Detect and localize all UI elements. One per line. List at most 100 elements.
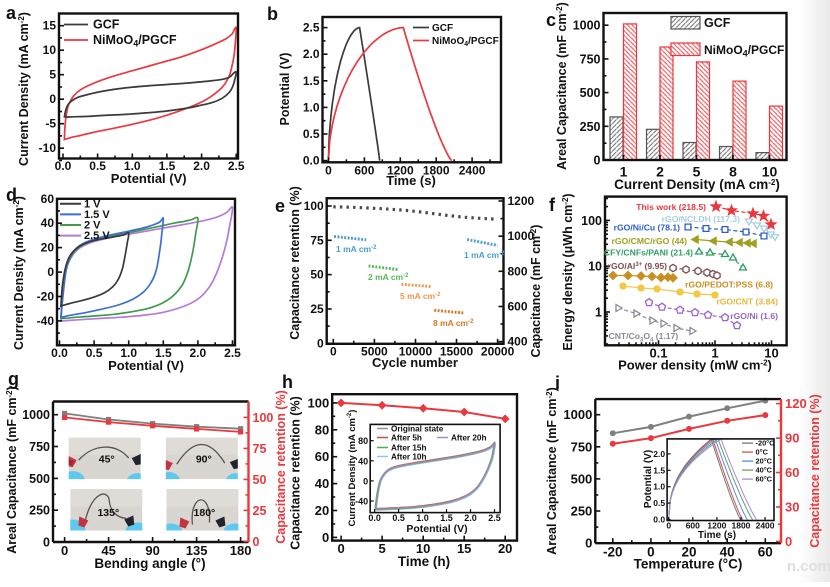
svg-text:15000: 15000 — [440, 344, 474, 358]
svg-text:2.5: 2.5 — [303, 21, 320, 35]
svg-text:2.0: 2.0 — [193, 159, 210, 173]
svg-text:0: 0 — [585, 536, 592, 551]
svg-text:d: d — [6, 185, 17, 205]
svg-text:600: 600 — [508, 299, 528, 313]
svg-text:15: 15 — [43, 19, 57, 33]
svg-text:f: f — [549, 195, 556, 215]
svg-text:0.5: 0.5 — [303, 127, 320, 141]
svg-text:Capacitance retention (%): Capacitance retention (%) — [808, 394, 822, 548]
svg-text:-20: -20 — [37, 289, 55, 303]
svg-text:0: 0 — [253, 535, 260, 549]
svg-text:1: 1 — [711, 345, 718, 360]
svg-text:10: 10 — [764, 345, 778, 360]
svg-text:40°C: 40°C — [756, 466, 773, 475]
svg-text:0.0: 0.0 — [653, 515, 665, 525]
svg-text:1200: 1200 — [387, 163, 414, 177]
svg-text:Areal Capacitance (mF cm-2): Areal Capacitance (mF cm-2) — [555, 2, 569, 170]
svg-text:Power density (mW cm-2): Power density (mW cm-2) — [618, 358, 772, 373]
svg-text:Capacitance retention (%): Capacitance retention (%) — [288, 186, 302, 340]
svg-text:1.5: 1.5 — [303, 74, 320, 88]
svg-text:Capacitance (mF cm-2): Capacitance (mF cm-2) — [529, 225, 543, 358]
svg-text:60: 60 — [758, 545, 773, 560]
svg-text:rGO/Ni/Cu (78.1): rGO/Ni/Cu (78.1) — [614, 223, 681, 233]
svg-text:0: 0 — [49, 92, 56, 106]
svg-text:2 mA cm-2: 2 mA cm-2 — [368, 272, 409, 282]
svg-text:0: 0 — [363, 476, 368, 486]
svg-text:1: 1 — [620, 164, 628, 180]
svg-text:400: 400 — [508, 335, 528, 349]
svg-text:1.5 V: 1.5 V — [84, 209, 110, 221]
svg-text:Time (h): Time (h) — [398, 554, 450, 569]
svg-text:i: i — [555, 373, 560, 393]
svg-text:180°: 180° — [194, 507, 216, 519]
svg-text:a: a — [6, 3, 17, 23]
svg-text:2.0: 2.0 — [464, 513, 477, 523]
svg-text:1.5: 1.5 — [159, 159, 176, 173]
svg-text:0: 0 — [330, 344, 337, 358]
svg-text:Cycle number: Cycle number — [372, 355, 458, 370]
svg-text:After 5h: After 5h — [391, 433, 422, 442]
svg-text:c: c — [546, 10, 556, 30]
svg-text:g: g — [8, 369, 19, 389]
svg-text:CNT/Co3O4 (1.17): CNT/Co3O4 (1.17) — [609, 331, 679, 344]
svg-text:GCF: GCF — [93, 18, 120, 32]
svg-text:1.5: 1.5 — [653, 465, 665, 475]
svg-text:2 V: 2 V — [84, 220, 101, 232]
svg-text:10: 10 — [416, 541, 430, 556]
svg-text:750: 750 — [571, 439, 593, 454]
svg-text:1 mA cm-2: 1 mA cm-2 — [464, 250, 505, 260]
svg-text:20: 20 — [498, 541, 512, 556]
svg-text:0.0: 0.0 — [303, 154, 320, 168]
svg-text:100: 100 — [581, 214, 602, 228]
svg-text:0.5: 0.5 — [89, 159, 106, 173]
svg-text:1.5: 1.5 — [440, 513, 453, 523]
svg-text:5: 5 — [693, 164, 701, 180]
svg-text:-40: -40 — [37, 314, 55, 328]
svg-text:Current Density (mA cm-2): Current Density (mA cm-2) — [12, 196, 26, 350]
svg-text:20000: 20000 — [481, 344, 515, 358]
svg-text:-10: -10 — [39, 141, 57, 155]
svg-text:rGO/CNT (3.84): rGO/CNT (3.84) — [716, 297, 778, 307]
svg-text:75: 75 — [253, 442, 267, 456]
svg-text:1000: 1000 — [22, 408, 50, 422]
svg-text:800: 800 — [508, 264, 528, 278]
svg-text:After 20h: After 20h — [451, 433, 487, 442]
svg-text:0.1: 0.1 — [649, 345, 667, 360]
svg-text:Areal Capacitance (mF cm-2): Areal Capacitance (mF cm-2) — [545, 387, 559, 555]
svg-text:60: 60 — [41, 192, 55, 206]
svg-text:80: 80 — [358, 436, 368, 446]
svg-text:Potential (V): Potential (V) — [406, 523, 467, 535]
svg-text:8: 8 — [729, 164, 737, 180]
svg-text:40: 40 — [358, 456, 368, 466]
svg-text:135: 135 — [186, 543, 208, 558]
svg-text:10: 10 — [43, 43, 57, 57]
svg-text:h: h — [282, 372, 293, 392]
svg-text:20: 20 — [682, 545, 697, 560]
svg-text:25: 25 — [310, 302, 324, 316]
svg-text:10000: 10000 — [399, 344, 433, 358]
svg-text:600: 600 — [686, 521, 700, 531]
svg-text:This work (218.5): This work (218.5) — [636, 202, 706, 212]
svg-text:0.5: 0.5 — [653, 498, 665, 508]
svg-text:Potential (V): Potential (V) — [108, 358, 184, 373]
svg-text:0: 0 — [317, 336, 324, 350]
svg-text:100: 100 — [307, 395, 329, 410]
svg-text:e: e — [275, 196, 285, 216]
svg-text:1.0: 1.0 — [303, 100, 320, 114]
svg-text:Potential (V): Potential (V) — [111, 171, 187, 186]
svg-text:8 mA cm-2: 8 mA cm-2 — [433, 318, 474, 328]
svg-text:2.0: 2.0 — [653, 449, 665, 459]
svg-text:Areal Capacitance (mF cm-2): Areal Capacitance (mF cm-2) — [5, 386, 19, 554]
svg-text:0: 0 — [647, 545, 655, 560]
svg-text:Current Density (mA cm-2): Current Density (mA cm-2) — [17, 12, 31, 166]
svg-text:0.5: 0.5 — [392, 513, 405, 523]
svg-text:After 10h: After 10h — [391, 452, 427, 461]
svg-text:NiMoO4/PGCF: NiMoO4/PGCF — [704, 43, 784, 59]
svg-text:Bending angle (°): Bending angle (°) — [94, 556, 205, 571]
svg-text:b: b — [267, 4, 278, 24]
svg-text:NiMoO4/PGCF: NiMoO4/PGCF — [93, 33, 177, 49]
svg-text:0: 0 — [43, 536, 50, 550]
svg-text:0.0: 0.0 — [51, 346, 68, 360]
svg-text:10: 10 — [588, 260, 602, 274]
svg-text:20: 20 — [315, 503, 329, 518]
